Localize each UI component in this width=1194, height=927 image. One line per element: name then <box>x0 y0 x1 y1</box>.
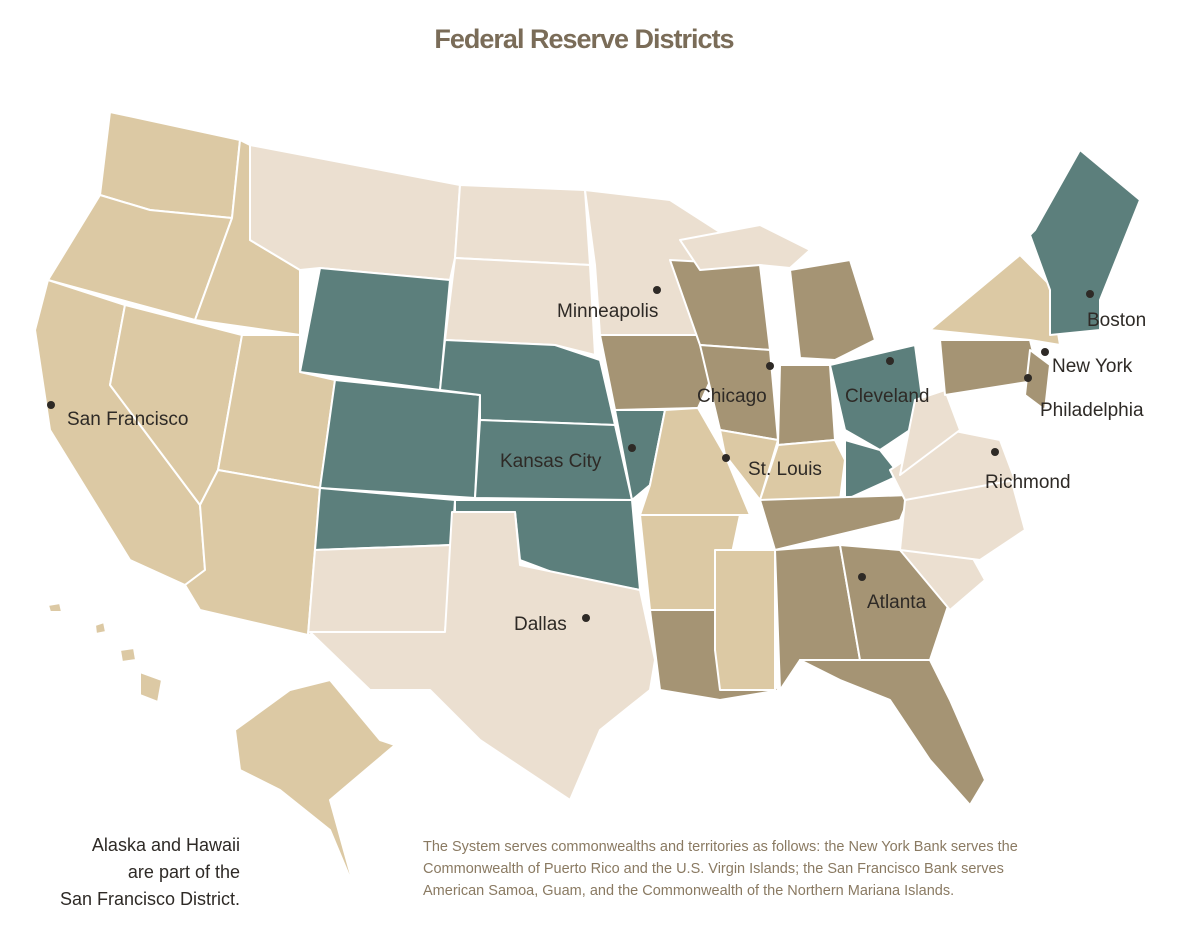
hawaii <box>47 602 63 613</box>
city-dot <box>766 362 774 370</box>
state <box>309 511 656 801</box>
state <box>444 257 596 356</box>
note-line: are part of the <box>128 862 240 882</box>
city-dot <box>991 448 999 456</box>
state <box>777 364 836 446</box>
city-dot <box>886 357 894 365</box>
state <box>679 224 811 271</box>
city-label: Dallas <box>514 614 567 635</box>
alaska <box>234 679 396 891</box>
city-dot <box>628 444 636 452</box>
note-line: Commonwealth of Puerto Rico and the U.S.… <box>423 861 1004 877</box>
states <box>34 111 1141 891</box>
city-dot <box>1086 290 1094 298</box>
city-dot <box>47 401 55 409</box>
state <box>759 494 911 551</box>
city-dot <box>858 573 866 581</box>
city-dot <box>1041 348 1049 356</box>
city-label: St. Louis <box>748 459 822 480</box>
state <box>799 659 986 806</box>
state <box>314 487 456 551</box>
state <box>599 334 716 411</box>
state <box>1029 149 1141 336</box>
city-dot <box>722 454 730 462</box>
note-line: The System serves commonwealths and terr… <box>423 839 1018 855</box>
state <box>714 549 776 691</box>
hawaii <box>119 647 137 663</box>
state <box>299 267 451 391</box>
state <box>829 344 926 451</box>
state <box>319 379 481 499</box>
note-line: Alaska and Hawaii <box>92 835 240 855</box>
state <box>47 194 233 321</box>
state <box>307 544 453 636</box>
city-label: Atlanta <box>867 592 927 613</box>
state <box>249 144 461 281</box>
state <box>184 469 321 636</box>
city-label: Philadelphia <box>1040 400 1144 421</box>
city-label: San Francisco <box>67 409 188 430</box>
city-label: Cleveland <box>845 386 930 407</box>
city-dot <box>1024 374 1032 382</box>
cities: Minneapolis Chicago Cleveland Boston New… <box>47 286 1146 635</box>
hawaii <box>139 671 163 703</box>
city-label: Minneapolis <box>557 301 658 322</box>
note-line: San Francisco District. <box>60 889 240 909</box>
city-label: Chicago <box>697 386 767 407</box>
city-dot <box>582 614 590 622</box>
city-label: Kansas City <box>500 451 602 472</box>
map-title: Federal Reserve Districts <box>434 24 733 54</box>
note-line: American Samoa, Guam, and the Commonweal… <box>423 883 954 899</box>
city-dot <box>653 286 661 294</box>
hawaii <box>94 621 107 635</box>
notes: Alaska and Hawaii are part of the San Fr… <box>60 835 1018 909</box>
state <box>454 184 591 266</box>
state <box>899 389 961 476</box>
city-label: Richmond <box>985 472 1071 493</box>
state <box>639 407 751 516</box>
state <box>929 254 1061 346</box>
city-label: New York <box>1052 356 1133 377</box>
city-label: Boston <box>1087 310 1146 331</box>
state <box>789 259 876 361</box>
